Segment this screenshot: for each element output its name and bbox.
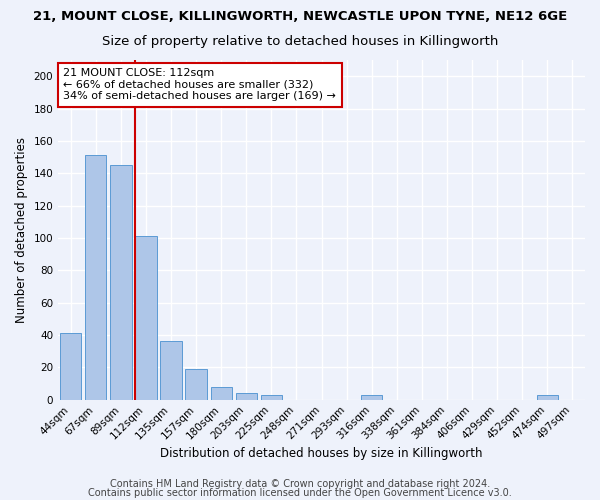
X-axis label: Distribution of detached houses by size in Killingworth: Distribution of detached houses by size … — [160, 447, 483, 460]
Bar — [361, 395, 382, 400]
Bar — [110, 165, 131, 400]
Bar — [261, 395, 282, 400]
Text: 21, MOUNT CLOSE, KILLINGWORTH, NEWCASTLE UPON TYNE, NE12 6GE: 21, MOUNT CLOSE, KILLINGWORTH, NEWCASTLE… — [33, 10, 567, 23]
Bar — [60, 334, 82, 400]
Text: Contains HM Land Registry data © Crown copyright and database right 2024.: Contains HM Land Registry data © Crown c… — [110, 479, 490, 489]
Text: 21 MOUNT CLOSE: 112sqm
← 66% of detached houses are smaller (332)
34% of semi-de: 21 MOUNT CLOSE: 112sqm ← 66% of detached… — [63, 68, 336, 102]
Bar — [136, 236, 157, 400]
Text: Size of property relative to detached houses in Killingworth: Size of property relative to detached ho… — [102, 35, 498, 48]
Bar — [537, 395, 558, 400]
Bar — [185, 369, 207, 400]
Bar — [160, 342, 182, 400]
Bar — [85, 156, 106, 400]
Bar — [211, 387, 232, 400]
Y-axis label: Number of detached properties: Number of detached properties — [15, 137, 28, 323]
Bar — [236, 394, 257, 400]
Text: Contains public sector information licensed under the Open Government Licence v3: Contains public sector information licen… — [88, 488, 512, 498]
